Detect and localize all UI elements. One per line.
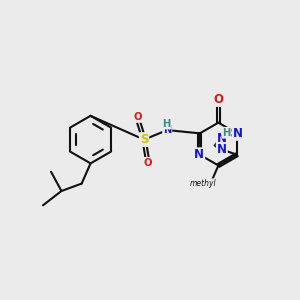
Text: O: O — [213, 93, 224, 106]
Text: N: N — [163, 125, 171, 135]
Text: methyl: methyl — [189, 179, 216, 188]
Text: H: H — [163, 118, 171, 128]
Text: H: H — [222, 128, 230, 138]
Text: O: O — [134, 112, 142, 122]
Text: S: S — [140, 133, 148, 146]
Text: O: O — [143, 158, 152, 168]
Text: N: N — [232, 127, 242, 140]
Text: N: N — [217, 143, 227, 156]
Text: N: N — [194, 148, 204, 161]
Text: N: N — [217, 132, 227, 145]
